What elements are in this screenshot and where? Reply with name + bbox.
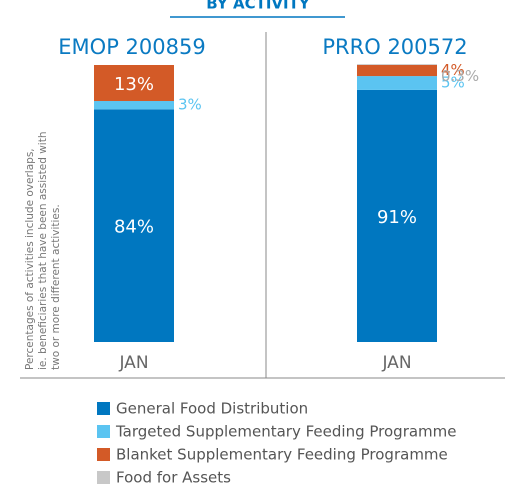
bar-segment	[357, 65, 437, 77]
value-label: 5%	[441, 74, 465, 92]
x-tick-label: JAN	[118, 353, 148, 373]
value-label: 91%	[377, 207, 417, 228]
bar-segment	[94, 65, 174, 102]
panel-title: EMOP 200859	[58, 35, 205, 59]
value-label: 84%	[114, 217, 154, 238]
side-note: Percentages of activities include overla…	[24, 132, 62, 371]
legend-swatch	[97, 402, 110, 415]
legend-label: General Food Distribution	[116, 400, 308, 418]
bar-segment	[357, 76, 437, 90]
bar-segment	[357, 89, 437, 343]
legend-swatch	[97, 448, 110, 461]
legend-label: Blanket Supplementary Feeding Programme	[116, 446, 448, 464]
value-label: 4%	[441, 61, 465, 79]
legend-label: Targeted Supplementary Feeding Programme	[115, 423, 457, 441]
value-label: 0.3%	[441, 67, 479, 85]
legend-label: Food for Assets	[116, 469, 231, 487]
note-line: two or more different activities.	[50, 204, 62, 370]
chart-title: BY ACTIVITY	[206, 0, 311, 13]
legend-swatch	[97, 425, 110, 438]
note-line: Percentages of activities include overla…	[24, 148, 36, 370]
x-tick-label: JAN	[381, 353, 411, 373]
bar-segment	[94, 109, 174, 342]
bar-segment	[94, 101, 174, 110]
value-label: 3%	[178, 96, 202, 114]
value-label: 13%	[114, 74, 154, 95]
note-line: ie. beneficiaries that have been assiste…	[37, 132, 49, 371]
bar-segment	[357, 64, 437, 65]
panel-title: PRRO 200572	[322, 35, 467, 59]
legend-swatch	[97, 471, 110, 484]
